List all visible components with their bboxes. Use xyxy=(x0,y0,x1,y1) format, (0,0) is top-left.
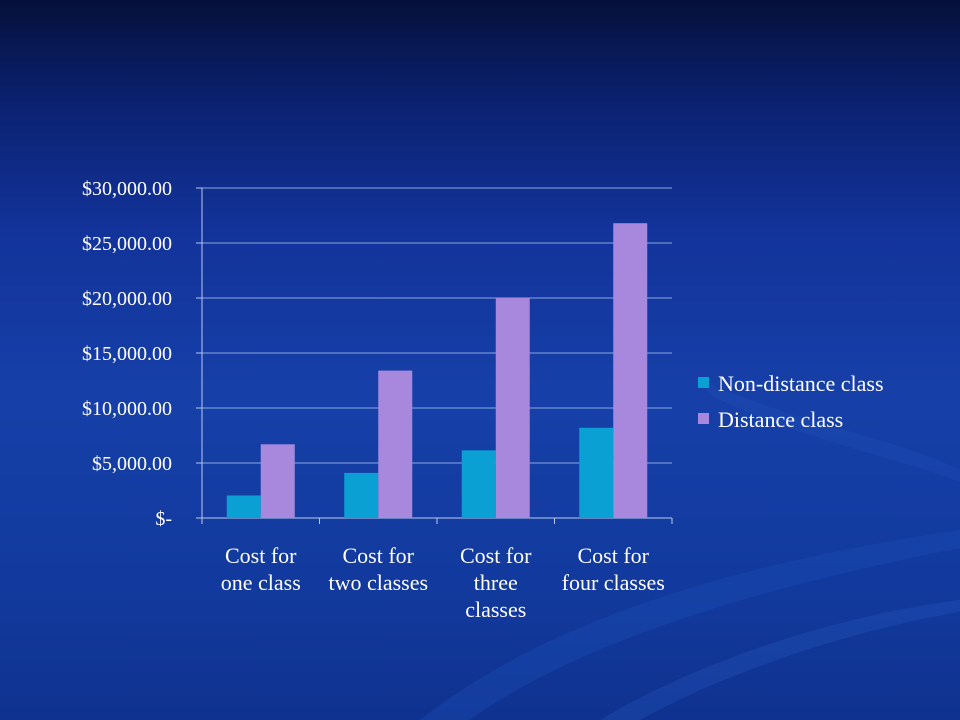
legend-label: Non-distance class xyxy=(718,371,884,396)
bar-non-distance-2 xyxy=(344,472,379,518)
y-tick-label: $15,000.00 xyxy=(82,343,172,365)
bar-non-distance-4 xyxy=(579,427,614,518)
y-tick-label: $30,000.00 xyxy=(82,178,172,200)
category-label: Cost for one class xyxy=(221,543,301,595)
y-tick-label: $- xyxy=(155,508,172,530)
bar-distance-3 xyxy=(495,298,530,518)
bar-distance-1 xyxy=(260,444,295,518)
category-label-line: classes xyxy=(465,597,526,622)
y-tick-label: $5,000.00 xyxy=(92,453,172,475)
category-label-line: Cost for xyxy=(225,543,297,568)
legend-swatch xyxy=(698,377,709,388)
legend: Non-distance class Distance class xyxy=(698,371,884,432)
bar-distance-2 xyxy=(378,370,413,518)
bar-distance-4 xyxy=(613,223,648,518)
category-label-line: three xyxy=(474,570,518,595)
legend-label: Distance class xyxy=(718,407,843,432)
category-label-line: Cost for xyxy=(460,543,532,568)
gridlines xyxy=(202,187,672,464)
category-label-line: Cost for xyxy=(343,543,415,568)
y-tick-label: $20,000.00 xyxy=(82,288,172,310)
category-label-line: one class xyxy=(221,570,301,595)
legend-swatch xyxy=(698,413,709,424)
bars xyxy=(226,223,648,518)
category-label: Cost for four classes xyxy=(562,543,665,595)
bar-non-distance-1 xyxy=(226,495,261,518)
category-label: Cost for two classes xyxy=(328,543,428,595)
background-swoosh-decoration xyxy=(420,380,960,720)
category-label-line: two classes xyxy=(328,570,428,595)
bar-non-distance-3 xyxy=(461,450,496,518)
y-tick-label: $25,000.00 xyxy=(82,233,172,255)
category-label-line: Cost for xyxy=(578,543,650,568)
y-tick-label: $10,000.00 xyxy=(82,398,172,420)
y-tick-labels: $- $5,000.00 $10,000.00 $15,000.00 $20,000.0… xyxy=(82,178,172,530)
category-label: Cost for three classes xyxy=(460,543,532,622)
category-label-line: four classes xyxy=(562,570,665,595)
